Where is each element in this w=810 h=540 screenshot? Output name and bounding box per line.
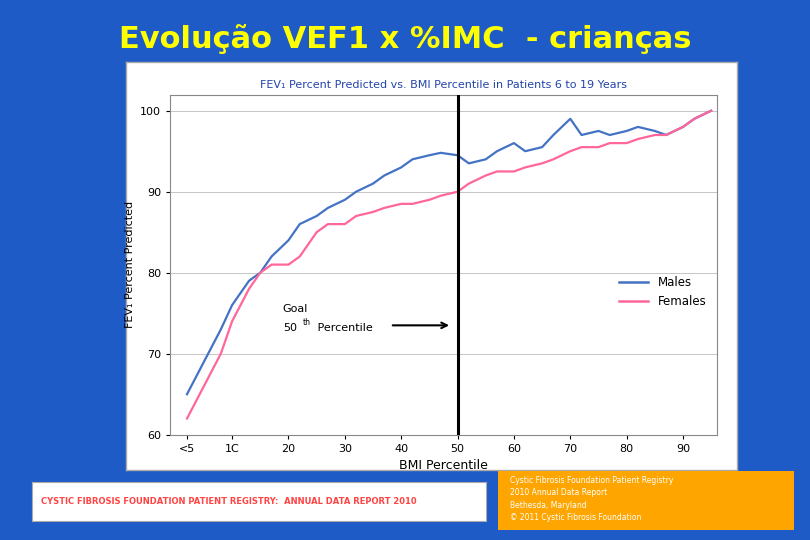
Males	[352, 188, 361, 195]
Females	[622, 140, 632, 146]
Males	[228, 302, 237, 308]
Females	[216, 350, 226, 357]
Males	[199, 359, 209, 365]
Females	[453, 188, 463, 195]
Females	[537, 160, 547, 166]
Females	[689, 116, 699, 122]
Males	[453, 152, 463, 159]
Males	[244, 278, 254, 284]
Females	[352, 213, 361, 219]
Males	[633, 124, 643, 130]
Text: Evolução VEF1 x %IMC  - crianças: Evolução VEF1 x %IMC - crianças	[119, 24, 691, 55]
Females	[323, 221, 333, 227]
Males	[605, 132, 615, 138]
Females	[509, 168, 518, 174]
Females	[255, 269, 265, 276]
Males	[464, 160, 474, 166]
Males	[678, 124, 688, 130]
Line: Females: Females	[187, 111, 711, 418]
Males	[379, 172, 389, 179]
Males	[622, 127, 632, 134]
Males	[481, 156, 491, 163]
Females	[424, 197, 434, 203]
Males	[424, 152, 434, 159]
Males	[284, 237, 293, 244]
Males	[216, 326, 226, 333]
Males	[312, 213, 322, 219]
Females	[548, 156, 558, 163]
Males	[182, 391, 192, 397]
Males	[407, 156, 417, 163]
Females	[706, 107, 716, 114]
Females	[379, 205, 389, 211]
Males	[509, 140, 518, 146]
Males	[537, 144, 547, 150]
Males	[295, 221, 305, 227]
Females	[312, 229, 322, 235]
Females	[266, 261, 276, 268]
Females	[396, 200, 406, 207]
Females	[228, 318, 237, 325]
Females	[481, 172, 491, 179]
Males	[594, 127, 603, 134]
Females	[464, 180, 474, 187]
Females	[577, 144, 586, 150]
X-axis label: BMI Percentile: BMI Percentile	[399, 460, 488, 472]
Females	[492, 168, 502, 174]
Legend: Males, Females: Males, Females	[614, 271, 711, 313]
Females	[661, 132, 671, 138]
Males	[255, 269, 265, 276]
Males	[548, 132, 558, 138]
Title: FEV₁ Percent Predicted vs. BMI Percentile in Patients 6 to 19 Years: FEV₁ Percent Predicted vs. BMI Percentil…	[260, 79, 627, 90]
Y-axis label: FEV₁ Percent Predicted: FEV₁ Percent Predicted	[125, 201, 134, 328]
Females	[295, 253, 305, 260]
Males	[323, 205, 333, 211]
Females	[565, 148, 575, 154]
Text: th: th	[303, 319, 310, 327]
Males	[492, 148, 502, 154]
Females	[605, 140, 615, 146]
Text: Goal: Goal	[283, 304, 309, 314]
Males	[661, 132, 671, 138]
Females	[436, 192, 446, 199]
Females	[633, 136, 643, 142]
Text: Cystic Fibrosis Foundation Patient Registry
2010 Annual Data Report
Bethesda, Ma: Cystic Fibrosis Foundation Patient Regis…	[510, 476, 673, 522]
Text: CYSTIC FIBROSIS FOUNDATION PATIENT REGISTRY:  ANNUAL DATA REPORT 2010: CYSTIC FIBROSIS FOUNDATION PATIENT REGIS…	[41, 497, 417, 506]
Females	[369, 208, 378, 215]
Females	[182, 415, 192, 422]
Females	[520, 164, 530, 171]
Females	[678, 124, 688, 130]
Females	[244, 286, 254, 292]
Males	[689, 116, 699, 122]
Males	[565, 116, 575, 122]
Males	[520, 148, 530, 154]
Text: 50: 50	[283, 323, 296, 333]
Females	[340, 221, 350, 227]
Females	[284, 261, 293, 268]
Males	[369, 180, 378, 187]
Males	[650, 127, 659, 134]
Males	[266, 253, 276, 260]
Text: Percentile: Percentile	[313, 323, 373, 333]
Males	[577, 132, 586, 138]
Females	[594, 144, 603, 150]
Line: Males: Males	[187, 111, 711, 394]
Males	[396, 164, 406, 171]
Females	[650, 132, 659, 138]
Females	[199, 383, 209, 389]
Males	[706, 107, 716, 114]
Females	[407, 200, 417, 207]
Males	[340, 197, 350, 203]
Males	[436, 150, 446, 156]
